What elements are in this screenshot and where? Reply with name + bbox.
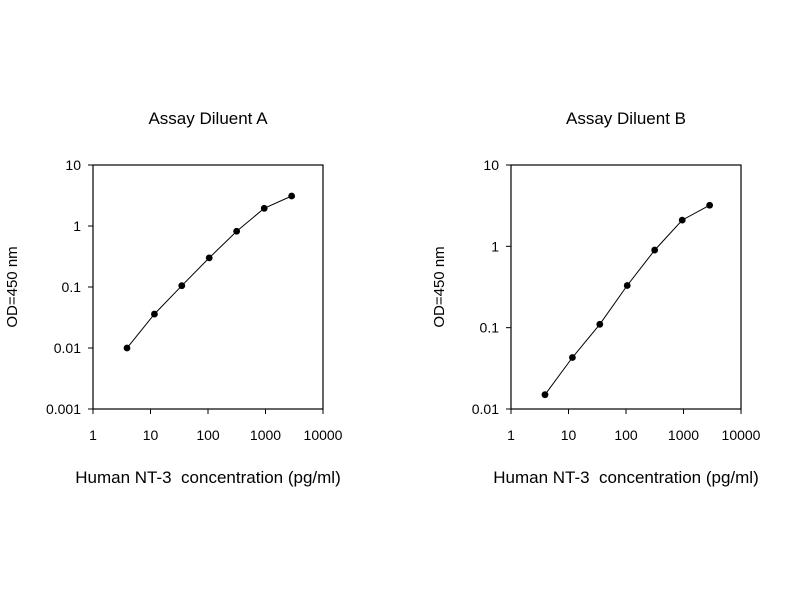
y-tick-label: 0.1 bbox=[62, 279, 82, 295]
data-point bbox=[205, 254, 213, 262]
chart-title: Assay Diluent A bbox=[148, 109, 268, 128]
data-point bbox=[233, 227, 241, 235]
chart-panel-a: Assay Diluent A 10 1 0.1 0.01 0.001 1 10 100 10… bbox=[4, 109, 343, 487]
chart-panel-b: Assay Diluent B 10 1 0.1 0.01 1 10 100 1000 100… bbox=[431, 109, 761, 487]
x-tick-label: 100 bbox=[614, 427, 638, 443]
data-point bbox=[260, 204, 268, 212]
data-point bbox=[651, 246, 659, 254]
y-tick-label: 10 bbox=[483, 157, 499, 173]
data-point bbox=[151, 310, 158, 318]
x-tick-label: 10000 bbox=[722, 427, 761, 443]
data-point bbox=[288, 192, 296, 200]
data-point bbox=[569, 354, 576, 361]
x-tick-label: 10 bbox=[143, 427, 159, 443]
y-tick-label: 10 bbox=[65, 157, 81, 173]
y-tick-label: 1 bbox=[491, 238, 499, 254]
y-axis-label: OD=450 nm bbox=[431, 246, 448, 327]
x-tick-label: 1 bbox=[89, 427, 97, 443]
data-point bbox=[706, 201, 714, 209]
x-tick-label: 1 bbox=[507, 427, 515, 443]
y-tick-label: 0.001 bbox=[46, 401, 81, 417]
y-tick-label: 0.01 bbox=[472, 401, 499, 417]
data-point bbox=[178, 282, 186, 290]
series-line bbox=[126, 195, 292, 349]
y-tick-label: 0.1 bbox=[480, 320, 500, 336]
series-line bbox=[544, 204, 710, 395]
data-point bbox=[678, 216, 686, 224]
plot-frame bbox=[92, 164, 324, 410]
x-tick-label: 100 bbox=[196, 427, 220, 443]
x-axis-label: Human NT-3 concentration (pg/ml) bbox=[493, 468, 759, 487]
data-point bbox=[541, 391, 549, 399]
y-axis-label: OD=450 nm bbox=[4, 246, 21, 327]
x-tick-label: 10 bbox=[561, 427, 577, 443]
x-axis-label: Human NT-3 concentration (pg/ml) bbox=[75, 468, 341, 487]
chart-title: Assay Diluent B bbox=[566, 109, 686, 128]
y-tick-label: 0.01 bbox=[54, 340, 81, 356]
y-tick-label: 1 bbox=[73, 218, 81, 234]
x-tick-label: 1000 bbox=[668, 427, 699, 443]
data-point bbox=[123, 344, 131, 352]
x-tick-label: 10000 bbox=[304, 427, 343, 443]
data-point bbox=[596, 320, 604, 328]
x-tick-label: 1000 bbox=[250, 427, 281, 443]
data-point bbox=[623, 282, 631, 289]
